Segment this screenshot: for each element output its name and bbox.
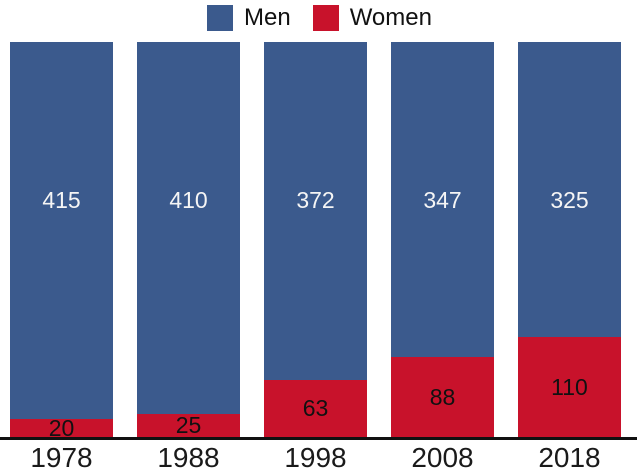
men-value-label-1988: 410	[169, 187, 208, 213]
bar-group-1998: 63 372	[264, 42, 367, 437]
women-value-label-1998: 63	[302, 395, 329, 421]
men-segment-2018	[518, 42, 621, 337]
women-segment-1998: 63	[264, 380, 367, 437]
bar-group-2008: 88 347	[391, 42, 494, 437]
legend-item-women: Women	[312, 4, 432, 31]
women-value-label-2018: 110	[551, 373, 588, 400]
men-segment-1998	[264, 42, 367, 380]
women-segment-1978: 20	[10, 414, 113, 441]
men-value-label-2008: 347	[423, 187, 462, 213]
men-value-label-1978: 415	[42, 187, 81, 213]
women-segment-2008: 88	[391, 357, 494, 437]
men-segment-1978	[10, 42, 113, 419]
bar-group-1988: 25 410	[137, 42, 240, 437]
men-value-label-2018: 325	[550, 187, 589, 213]
women-segment-2018: 110	[518, 337, 621, 437]
men-segment-1988	[137, 42, 240, 414]
x-tick-label-2018: 2018	[538, 442, 601, 473]
women-segment-1988: 25	[137, 414, 240, 437]
bar-group-2018: 110 325	[518, 42, 621, 437]
women-value-label-2008: 88	[429, 383, 456, 410]
women-value-label-1978: 20	[48, 414, 75, 441]
men-value-label-1998: 372	[296, 187, 335, 213]
women-value-label-1988: 25	[175, 412, 202, 438]
legend-label-women: Women	[349, 4, 432, 31]
x-tick-label-1978: 1978	[30, 442, 93, 473]
x-tick-label-1988: 1988	[157, 442, 220, 473]
men-segment-2008	[391, 42, 494, 357]
x-tick-label-2008: 2008	[411, 442, 474, 473]
legend-item-men: Men	[207, 5, 291, 31]
women-color-swatch	[312, 5, 339, 31]
legend-label-men: Men	[244, 4, 291, 31]
x-tick-label-1998: 1998	[284, 442, 347, 473]
x-axis-line	[0, 437, 637, 440]
bar-group-1978: 20 415	[10, 42, 113, 441]
men-color-swatch	[207, 5, 234, 31]
legend: Men Women	[0, 2, 639, 34]
